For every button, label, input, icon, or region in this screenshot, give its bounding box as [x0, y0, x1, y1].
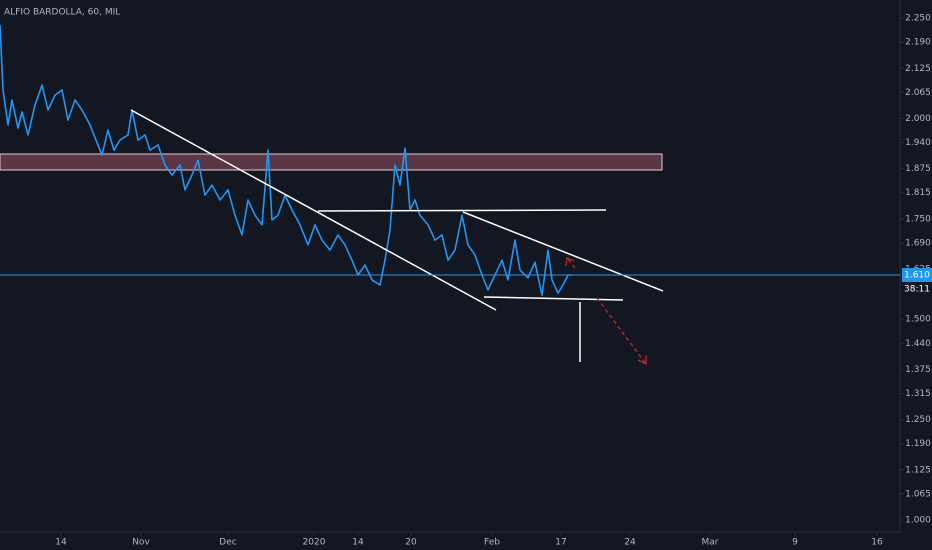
y-tick-label: 1.690	[905, 238, 931, 248]
y-tick-label: 1.500	[905, 315, 931, 325]
last-price-label: 1.610	[904, 271, 930, 281]
arrow-up	[566, 257, 576, 269]
x-tick-label: 16	[871, 538, 883, 548]
trend-line	[130, 109, 497, 311]
y-tick-label: 1.940	[905, 138, 931, 148]
y-tick-label: 1.250	[905, 415, 931, 425]
y-tick-label: 1.875	[905, 164, 931, 174]
trend-line	[483, 296, 624, 301]
y-tick-label: 1.375	[905, 365, 931, 375]
y-tick-label: 2.190	[905, 38, 931, 48]
y-tick-label: 1.750	[905, 214, 931, 224]
y-tick-label: 1.190	[905, 439, 931, 449]
y-tick-label: 1.815	[905, 188, 931, 198]
y-tick-label: 2.000	[905, 114, 931, 124]
y-tick-label: 2.125	[905, 64, 931, 74]
arrow-head	[637, 355, 647, 366]
countdown-box	[902, 282, 932, 297]
x-tick-label: Feb	[484, 538, 500, 548]
x-tick-label: Nov	[132, 538, 150, 548]
x-tick-label: Mar	[702, 538, 719, 548]
trend-line	[317, 209, 607, 212]
x-tick-label: 14	[352, 538, 364, 548]
x-tick-label: 24	[624, 538, 636, 548]
x-tick-label: 14	[55, 538, 67, 548]
x-tick-label: 9	[792, 538, 798, 548]
y-tick-label: 1.315	[905, 389, 931, 399]
trend-line	[462, 211, 664, 292]
x-tick-label: Dec	[219, 538, 236, 548]
countdown-label: 38:11	[904, 285, 930, 295]
y-tick-label: 2.250	[905, 14, 931, 24]
projection-arrow	[565, 257, 647, 366]
chart-title: ALFIO BARDOLLA, 60, MIL	[4, 8, 120, 18]
x-tick-label: 17	[555, 538, 566, 548]
y-tick-label: 1.125	[905, 465, 931, 475]
y-tick-label: 2.065	[905, 88, 931, 98]
x-tick-label: 2020	[303, 538, 326, 548]
last-price-box	[902, 268, 932, 283]
drawings	[0, 153, 663, 171]
arrow-head	[565, 257, 575, 267]
x-tick-label: 20	[405, 538, 417, 548]
y-tick-label: 1.000	[905, 515, 931, 525]
resistance-zone	[0, 153, 663, 171]
y-tick-label: 1.065	[905, 489, 931, 499]
y-tick-label: 1.440	[905, 339, 931, 349]
trend-lines	[130, 109, 664, 362]
